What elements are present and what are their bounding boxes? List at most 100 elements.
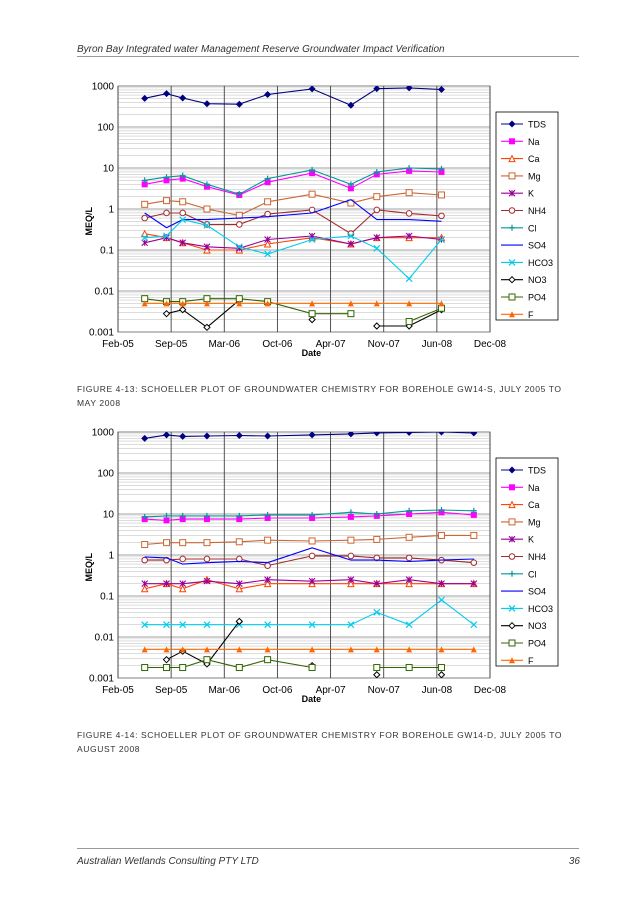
legend-swatch-marker (509, 484, 515, 491)
legend-entry-so4: SO4 (501, 241, 546, 251)
data-point (438, 646, 445, 653)
legend-box (495, 111, 559, 321)
data-point (179, 664, 187, 672)
data-point (179, 198, 187, 206)
legend-entry-po4: PO4 (501, 639, 546, 649)
data-point (140, 229, 149, 238)
data-point (162, 309, 171, 318)
data-point (264, 432, 272, 440)
y-tick-label: 0.01 (95, 287, 115, 298)
data-point (347, 432, 355, 438)
data-point (203, 245, 211, 254)
legend-swatch-marker (509, 138, 515, 145)
data-point (141, 94, 149, 102)
x-tick-label: Dec-08 (474, 339, 507, 350)
series-mg (141, 531, 478, 549)
series-layer (140, 432, 478, 678)
data-point (263, 579, 272, 588)
legend-label: SO4 (528, 587, 546, 597)
data-point (235, 538, 243, 546)
legend-swatch-marker (508, 172, 516, 180)
data-point (264, 250, 272, 258)
data-point (308, 577, 316, 585)
y-tick-label: 0.01 (95, 633, 115, 644)
data-point (179, 216, 187, 224)
data-point (263, 239, 272, 248)
data-point (203, 516, 210, 523)
data-point (264, 646, 271, 653)
data-point (308, 236, 316, 243)
data-point (406, 511, 413, 517)
data-point (163, 209, 170, 217)
data-point (373, 234, 381, 242)
legend-label: PO4 (528, 293, 546, 303)
data-point (235, 432, 243, 440)
data-point (470, 646, 477, 653)
y-axis-label: MEQ/L (84, 553, 94, 582)
data-point (438, 212, 445, 220)
y-tick-label: 1 (108, 205, 114, 216)
data-point (347, 579, 355, 588)
legend-box (495, 457, 559, 667)
data-point (308, 190, 316, 198)
legend-label: Ca (528, 500, 540, 510)
data-point (437, 86, 445, 94)
data-point (163, 232, 170, 240)
x-tick-label: Oct-06 (262, 685, 292, 696)
legend-entry-tds: TDS (501, 466, 546, 476)
data-point (373, 554, 381, 562)
legend-swatch-marker (508, 207, 516, 214)
legend-label: F (528, 656, 534, 666)
y-tick-label: 0.1 (100, 246, 114, 257)
legend-entry-na: Na (501, 137, 540, 147)
data-point (141, 556, 148, 564)
legend-swatch-marker (508, 535, 516, 543)
y-tick-label: 1 (108, 551, 114, 562)
data-point (235, 664, 243, 672)
data-point (405, 533, 413, 541)
series-nh4 (141, 206, 445, 237)
data-point (347, 513, 354, 520)
y-tick-label: 10 (103, 510, 115, 521)
legend-entry-ca: Ca (501, 500, 540, 510)
legend-label: NH4 (528, 206, 546, 216)
series-f (141, 300, 445, 307)
data-point (163, 664, 171, 672)
data-point (405, 664, 413, 672)
data-point (309, 300, 316, 307)
data-point (203, 555, 211, 563)
legend-label: SO4 (528, 241, 546, 251)
data-point (203, 181, 210, 188)
data-point (203, 432, 211, 440)
legend-swatch-marker (508, 621, 516, 630)
data-point (308, 432, 316, 439)
data-point (405, 432, 413, 436)
data-point (179, 516, 186, 523)
series-line (144, 579, 474, 590)
legend-label: PO4 (528, 639, 546, 649)
data-point (405, 554, 413, 562)
data-point (141, 434, 149, 442)
data-point (203, 621, 211, 629)
data-point (308, 86, 316, 93)
data-point (203, 205, 211, 213)
data-point (140, 584, 149, 593)
data-point (405, 318, 413, 326)
data-point (141, 513, 148, 520)
data-point (309, 511, 316, 518)
data-point (163, 300, 170, 307)
plot-gridlines (117, 431, 491, 679)
legend-entry-f: F (501, 656, 534, 666)
x-tick-label: Dec-08 (474, 685, 507, 696)
data-point (236, 300, 243, 307)
data-point (347, 576, 355, 584)
legend-entry-so4: SO4 (501, 587, 546, 597)
series-tds (141, 86, 445, 109)
data-point (373, 664, 381, 672)
data-point (308, 552, 316, 560)
legend-swatch-marker (508, 500, 516, 509)
data-point (163, 512, 170, 519)
y-tick-label: 1000 (92, 428, 115, 439)
legend-entry-cl: Cl (501, 569, 537, 579)
legend-label: Mg (528, 517, 541, 527)
